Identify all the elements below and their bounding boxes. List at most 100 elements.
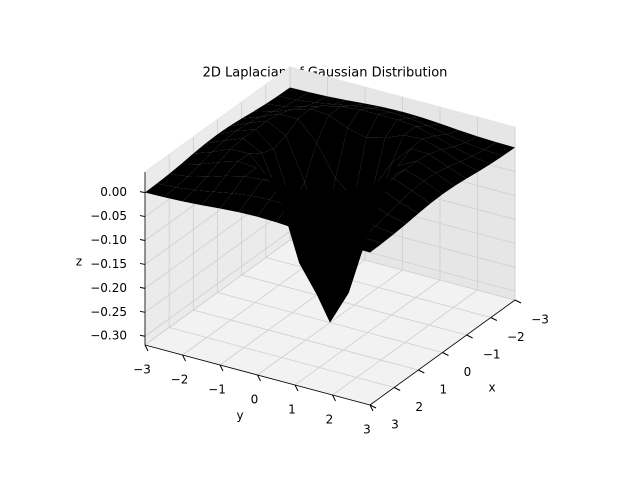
- surface-patch: [249, 152, 281, 200]
- x-tick-label: −1: [483, 348, 501, 362]
- y-tick: [257, 374, 261, 382]
- x-tick-label: 0: [464, 365, 472, 379]
- surface-patch: [375, 214, 407, 234]
- x-tick: [393, 387, 401, 391]
- y-tick-label: 3: [363, 423, 371, 437]
- surface-patch: [441, 146, 473, 162]
- surface-patch: [362, 178, 393, 189]
- surface-patch: [465, 136, 497, 150]
- surface-patch: [354, 137, 385, 199]
- surface-patch: [397, 118, 428, 127]
- grid-line: [144, 239, 291, 346]
- surface-patch: [372, 135, 404, 189]
- surface-patch: [398, 148, 430, 166]
- surface-patch: [423, 173, 455, 195]
- surface-patch: [335, 127, 367, 199]
- surface-patch: [356, 202, 388, 227]
- surface-patch: [236, 120, 268, 131]
- grid-line: [332, 289, 478, 396]
- z-axis-label: z: [76, 255, 82, 269]
- surface-patch: [319, 187, 350, 206]
- x-tick: [490, 317, 498, 321]
- y-tick-label: −1: [208, 383, 226, 397]
- z-tick: [139, 334, 146, 337]
- x-tick-label: −2: [507, 330, 525, 344]
- y-tick: [182, 354, 186, 362]
- y-tick-label: 1: [288, 403, 296, 417]
- surface-patch: [272, 106, 304, 112]
- surface-patch: [218, 148, 250, 163]
- surface-patch: [390, 111, 422, 119]
- surface-patch: [296, 92, 328, 103]
- surface-patch: [363, 226, 395, 244]
- y-tick: [369, 404, 374, 412]
- surface-patch: [411, 180, 443, 204]
- y-axis-label: y: [236, 409, 243, 423]
- surface-patch: [399, 190, 431, 214]
- surface-patch: [337, 191, 369, 217]
- surface-patch: [305, 223, 337, 297]
- surface-patch: [200, 148, 231, 165]
- surface-patch: [267, 113, 298, 136]
- surface-patch: [157, 173, 188, 188]
- y-tick: [294, 384, 299, 392]
- surface-patch: [328, 106, 360, 128]
- y-tick: [219, 364, 224, 372]
- surface-patch: [380, 178, 412, 202]
- surface-patch: [391, 135, 423, 163]
- surface-patch: [303, 102, 335, 107]
- surface-patch: [260, 109, 292, 117]
- surface-patch: [288, 189, 320, 214]
- surface-patch: [244, 167, 275, 181]
- surface-patch: [460, 156, 491, 172]
- surface-patch: [427, 123, 459, 135]
- surface-patch: [205, 130, 237, 144]
- x-tick: [369, 404, 377, 409]
- surface-patch: [344, 216, 376, 238]
- surface-patch: [316, 115, 348, 179]
- surface-patch: [315, 96, 347, 105]
- surface-patch: [169, 163, 200, 177]
- z-tick-label: −0.10: [90, 233, 127, 247]
- surface-patch: [350, 183, 381, 203]
- surface-patch: [194, 175, 226, 192]
- x-tick: [442, 352, 449, 356]
- surface-patch: [201, 191, 233, 209]
- chart-title: 2D Laplacian of Gaussian Distribution: [203, 66, 448, 81]
- surface-patch: [145, 183, 176, 198]
- surface-patch: [307, 196, 338, 222]
- surface-patch: [217, 123, 249, 135]
- surface-patch: [241, 111, 273, 119]
- z-tick-label: −0.25: [90, 305, 127, 319]
- surface-patch: [347, 109, 379, 138]
- surface-patch: [371, 107, 403, 113]
- y-tick-label: 0: [251, 393, 259, 407]
- surface-patch: [332, 230, 364, 248]
- surface-patch: [257, 199, 289, 223]
- surface-patch: [410, 138, 442, 154]
- x-tick-label: −3: [531, 313, 549, 327]
- surface-patch: [453, 142, 485, 157]
- surface-patch: [187, 162, 219, 177]
- surface-patch: [415, 125, 447, 136]
- surface-patch: [297, 108, 329, 143]
- z-tick: [139, 191, 146, 194]
- surface-patch: [232, 176, 263, 196]
- surface-patch: [237, 153, 269, 178]
- surface-patch: [285, 118, 317, 182]
- surface-patch: [366, 114, 398, 138]
- surface-patch: [392, 169, 424, 191]
- surface-patch: [163, 187, 195, 202]
- surface-patch: [182, 190, 214, 206]
- surface-patch: [284, 99, 316, 107]
- surface-patch: [434, 134, 466, 147]
- z-tick: [139, 215, 146, 218]
- surface-patch: [253, 103, 285, 112]
- y-tick-label: −2: [171, 373, 189, 387]
- surface-patch: [295, 213, 326, 236]
- y-tick: [144, 344, 149, 352]
- surface-patch: [435, 166, 467, 186]
- surface-patch: [291, 105, 323, 110]
- surface-patch: [225, 161, 257, 177]
